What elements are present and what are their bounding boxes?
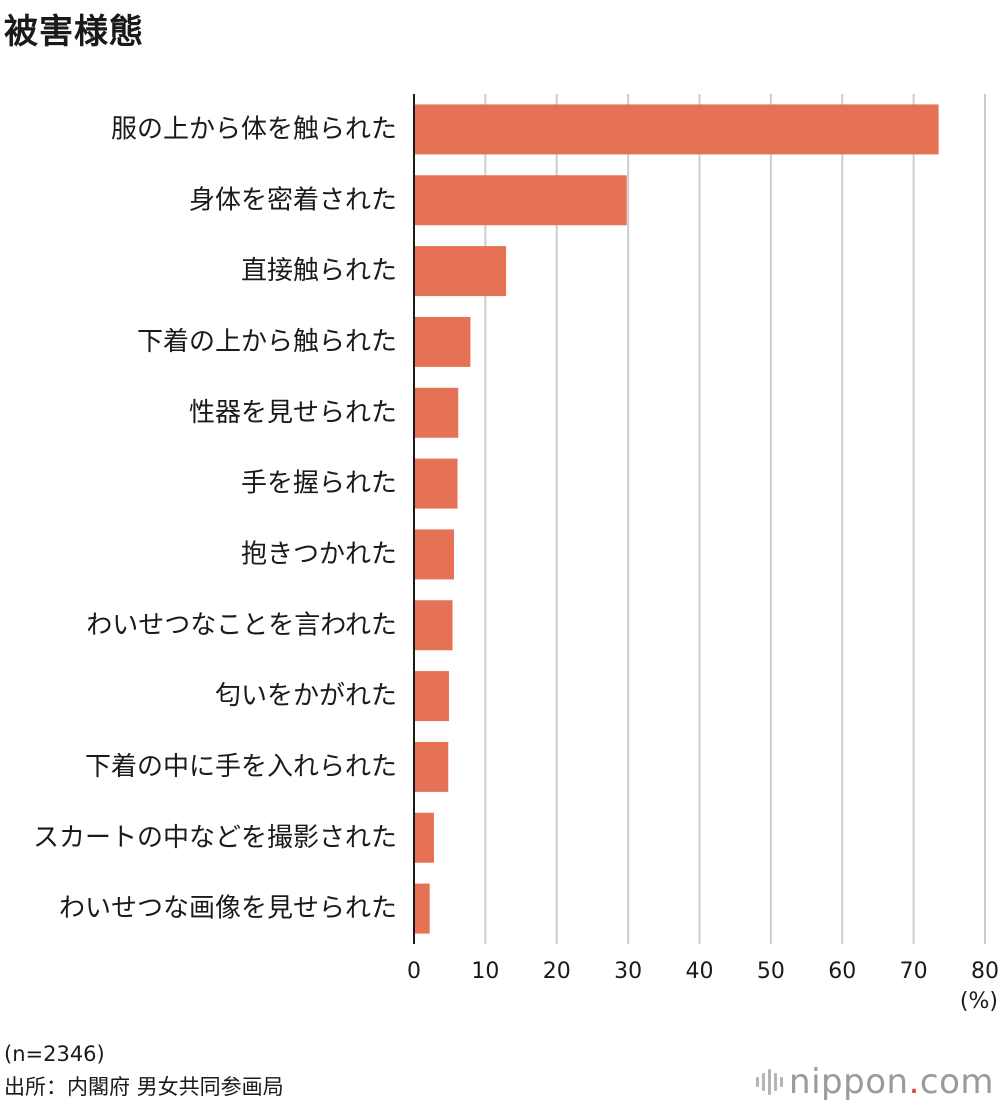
category-label: 服の上から体を触られた <box>111 114 397 144</box>
brand-dot: . <box>908 1062 920 1102</box>
bar <box>414 600 453 651</box>
nippon-com-logo[interactable]: nippon.com <box>756 1062 994 1102</box>
category-label: 手を握られた <box>241 469 397 499</box>
sample-size-note: (n=2346) <box>4 1042 105 1066</box>
x-tick-labels: 0 10 20 30 40 50 60 70 80 <box>407 959 999 984</box>
x-tick-label: 20 <box>543 959 571 984</box>
bar <box>414 812 434 863</box>
category-label: スカートの中などを撮影された <box>33 823 397 853</box>
x-tick-label: 80 <box>971 959 999 984</box>
brand-name: nippon <box>789 1062 909 1102</box>
category-label: わいせつなことを言われた <box>86 610 397 640</box>
category-label: 性器を見せられた <box>189 398 397 428</box>
category-label: わいせつな画像を見せられた <box>59 894 397 924</box>
bar <box>414 741 449 792</box>
chart-title: 被害様態 <box>4 12 144 52</box>
bar <box>414 387 459 438</box>
x-tick-label: 0 <box>407 959 421 984</box>
bar-chart: 服の上から体を触られた身体を密着された直接触られた下着の上から触られた性器を見せ… <box>33 94 999 1014</box>
x-tick-label: 10 <box>471 959 499 984</box>
x-tick-label: 30 <box>614 959 642 984</box>
category-label: 身体を密着された <box>189 185 397 215</box>
category-label: 匂いをかがれた <box>215 681 397 711</box>
bar <box>414 883 430 934</box>
bar <box>414 104 939 155</box>
gridlines <box>484 94 986 944</box>
category-label: 下着の中に手を入れられた <box>85 752 397 782</box>
category-labels: 服の上から体を触られた身体を密着された直接触られた下着の上から触られた性器を見せ… <box>33 114 397 923</box>
category-label: 下着の上から触られた <box>137 327 397 357</box>
bar <box>414 175 627 226</box>
category-label: 抱きつかれた <box>241 539 397 569</box>
x-tick-label: 70 <box>900 959 928 984</box>
bars <box>414 104 939 934</box>
source-note: 出所：内閣府 男女共同参画局 <box>4 1075 284 1099</box>
bar <box>414 316 471 367</box>
bar <box>414 671 449 722</box>
brand-suffix: com <box>919 1062 994 1102</box>
bar <box>414 529 454 580</box>
bar <box>414 458 458 509</box>
brand-mark-icon <box>756 1069 784 1095</box>
category-label: 直接触られた <box>241 256 397 286</box>
x-tick-label: 50 <box>757 959 785 984</box>
x-unit-label: (%) <box>960 989 998 1014</box>
bar <box>414 246 507 297</box>
x-tick-label: 60 <box>828 959 856 984</box>
x-tick-label: 40 <box>686 959 714 984</box>
